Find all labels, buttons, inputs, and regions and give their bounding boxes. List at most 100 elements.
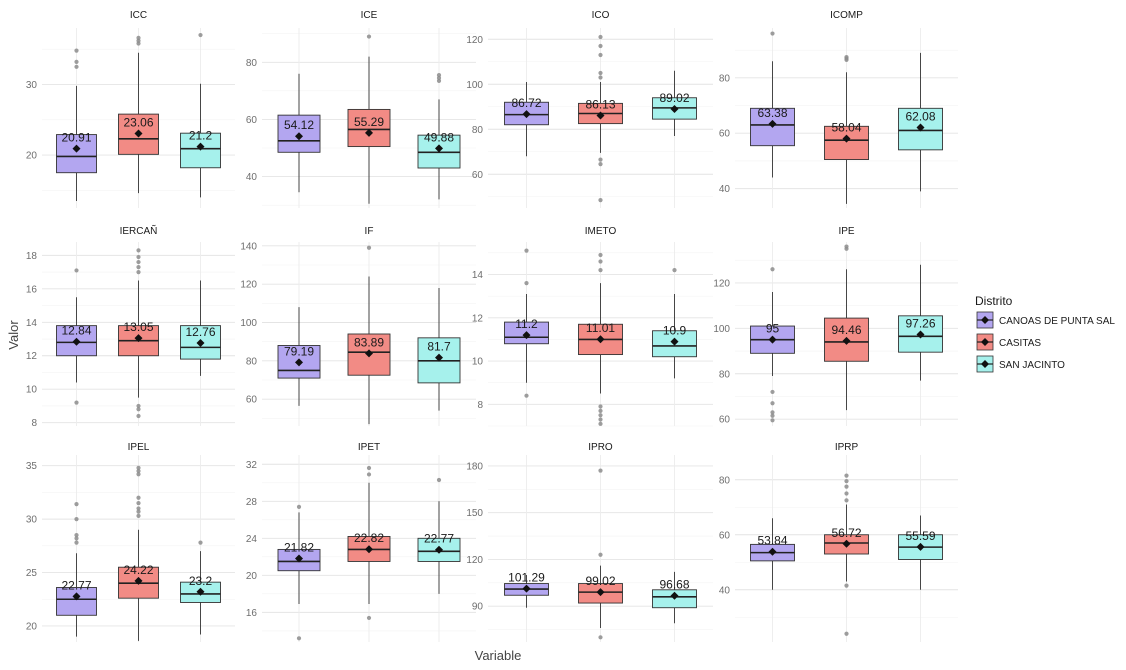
y-tick-label: 60 xyxy=(246,395,258,406)
mean-marker xyxy=(295,358,303,367)
y-tick-label: 60 xyxy=(719,415,731,426)
mean-marker xyxy=(365,128,373,137)
outlier-point xyxy=(598,413,603,418)
mean-marker xyxy=(295,554,303,563)
panel-title: IPE xyxy=(838,226,854,237)
mean-label: 21.82 xyxy=(284,540,314,554)
outlier-point xyxy=(136,254,141,260)
mean-marker xyxy=(196,587,205,596)
y-tick-label: 10 xyxy=(26,385,38,396)
outlier-point xyxy=(844,244,849,249)
outlier-point xyxy=(198,32,203,38)
legend-item-casitas: CASITAS xyxy=(976,333,1041,351)
box-casitas: 23.06 xyxy=(118,35,159,194)
box-casitas: 13.05 xyxy=(118,248,159,419)
outlier-point xyxy=(136,403,141,409)
outlier-point xyxy=(136,465,141,470)
panel-iprp: IPRP 40 60 80 53.84 56.72 55.59 xyxy=(719,442,958,642)
outlier-point xyxy=(136,472,141,477)
mean-label: 62.08 xyxy=(905,109,935,123)
outlier-point xyxy=(136,509,141,514)
legend-item-label: CASITAS xyxy=(999,338,1041,349)
mean-marker xyxy=(196,339,205,348)
outlier-point xyxy=(74,268,79,273)
outlier-point xyxy=(74,517,79,522)
box-canoas-de-punta-sal: 53.84 xyxy=(750,518,795,590)
outlier-point xyxy=(770,413,775,418)
mean-marker xyxy=(134,576,143,585)
box-san-jacinto: 89.02 xyxy=(652,70,697,136)
y-tick-label: 32 xyxy=(246,460,258,471)
panel-title: IPET xyxy=(358,442,380,453)
legend-key-marker xyxy=(981,360,989,368)
outlier-point xyxy=(844,54,849,60)
mean-marker xyxy=(196,142,205,151)
box-iqr xyxy=(347,108,391,148)
y-tick-label: 80 xyxy=(719,369,731,380)
y-tick-label: 120 xyxy=(466,35,483,46)
y-tick-label: 120 xyxy=(466,555,483,566)
y-tick-label: 80 xyxy=(472,125,484,136)
y-tick-label: 60 xyxy=(246,115,258,126)
legend-title: Distrito xyxy=(975,294,1013,308)
box-canoas-de-punta-sal: 95 xyxy=(750,267,795,423)
box-casitas: 24.22 xyxy=(118,465,159,641)
y-tick-label: 14 xyxy=(26,318,38,329)
mean-marker xyxy=(435,144,443,153)
outlier-point xyxy=(844,631,849,636)
mean-label: 81.7 xyxy=(427,340,451,354)
outlier-point xyxy=(136,35,141,40)
outlier-point xyxy=(136,513,141,519)
mean-label: 21.2 xyxy=(189,129,213,143)
y-tick-label: 120 xyxy=(240,280,257,291)
mean-label: 55.29 xyxy=(354,115,384,129)
box-iqr xyxy=(824,125,869,160)
outlier-point xyxy=(366,465,372,471)
mean-marker xyxy=(72,144,81,153)
box-san-jacinto: 12.76 xyxy=(180,280,221,376)
box-san-jacinto: 10.9 xyxy=(652,268,697,379)
mean-label: 13.05 xyxy=(123,320,153,334)
y-tick-label: 60 xyxy=(719,129,731,140)
outlier-point xyxy=(136,248,141,253)
box-canoas-de-punta-sal: 86.72 xyxy=(504,82,549,157)
panel-ico: ICO 60 80 100 120 86.72 86.13 89.02 xyxy=(466,10,713,208)
mean-marker xyxy=(435,545,443,554)
y-tick-label: 8 xyxy=(31,418,37,429)
mean-label: 12.76 xyxy=(185,325,215,339)
outlier-point xyxy=(136,264,141,270)
mean-marker xyxy=(134,129,143,138)
mean-marker xyxy=(522,584,531,593)
y-tick-label: 40 xyxy=(719,585,731,596)
box-iqr xyxy=(56,134,97,174)
outlier-point xyxy=(436,477,442,483)
mean-marker xyxy=(768,547,777,556)
mean-label: 89.02 xyxy=(659,91,689,105)
panel-icc: ICC 20 30 20.91 23.06 21.2 xyxy=(26,10,235,208)
y-tick-label: 40 xyxy=(719,184,731,195)
outlier-point xyxy=(844,491,849,496)
mean-label: 23.2 xyxy=(189,574,213,588)
panel-title: IPEL xyxy=(128,442,150,453)
y-tick-label: 8 xyxy=(477,400,483,411)
mean-marker xyxy=(522,110,531,119)
y-tick-label: 35 xyxy=(26,461,38,472)
outlier-point xyxy=(436,73,442,78)
outlier-point xyxy=(74,48,79,53)
mean-label: 11.2 xyxy=(515,317,538,331)
facet-panels: ICC 20 30 20.91 23.06 21.2 ICE 40 60 80 54.12 55.29… xyxy=(26,10,958,642)
mean-marker xyxy=(916,330,925,339)
outlier-point xyxy=(598,75,603,80)
mean-label: 79.19 xyxy=(284,344,314,358)
legend-key-marker xyxy=(981,316,989,324)
y-tick-label: 16 xyxy=(246,608,258,619)
box-canoas-de-punta-sal: 11.2 xyxy=(504,248,549,398)
outlier-point xyxy=(74,502,79,507)
box-canoas-de-punta-sal: 101.29 xyxy=(504,571,549,608)
outlier-point xyxy=(598,198,603,203)
outlier-point xyxy=(598,552,603,557)
mean-marker xyxy=(134,334,143,343)
box-canoas-de-punta-sal: 21.82 xyxy=(277,504,321,641)
outlier-point xyxy=(844,583,849,588)
